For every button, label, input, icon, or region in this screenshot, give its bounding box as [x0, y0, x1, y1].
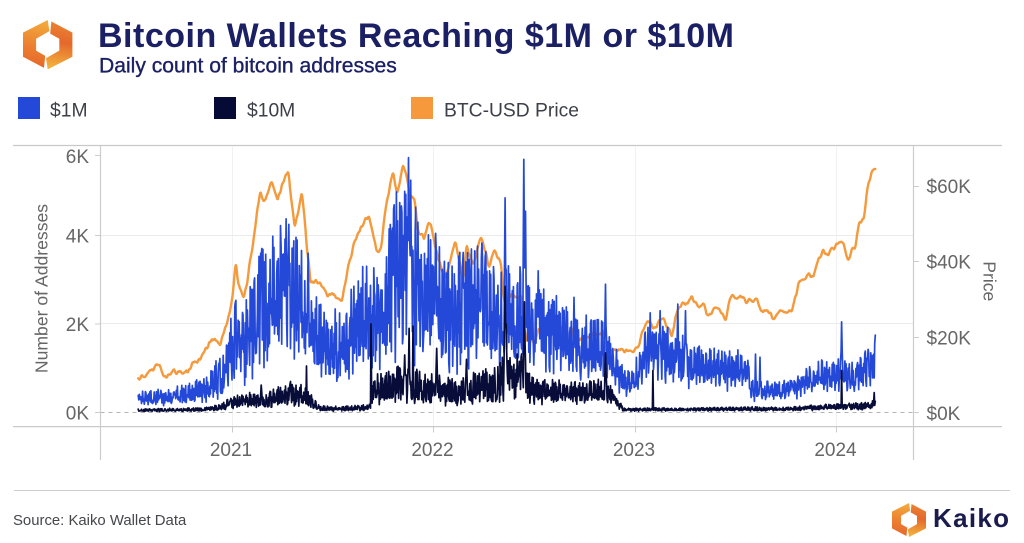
- svg-text:2024: 2024: [814, 440, 857, 461]
- svg-text:Kaiko: Kaiko: [933, 503, 1010, 533]
- svg-text:2023: 2023: [613, 440, 655, 461]
- svg-text:2022: 2022: [411, 440, 453, 461]
- svg-text:$60K: $60K: [927, 177, 972, 198]
- svg-text:$0K: $0K: [927, 404, 961, 425]
- svg-text:Daily count of bitcoin address: Daily count of bitcoin addresses: [99, 55, 397, 78]
- svg-text:Number of Addresses: Number of Addresses: [32, 204, 52, 373]
- svg-text:$20K: $20K: [927, 329, 972, 350]
- svg-text:Bitcoin Wallets Reaching $1M o: Bitcoin Wallets Reaching $1M or $10M: [98, 17, 734, 55]
- svg-text:Price: Price: [980, 261, 1000, 301]
- svg-text:6K: 6K: [66, 147, 90, 168]
- svg-text:$40K: $40K: [927, 253, 972, 274]
- svg-text:$10M: $10M: [247, 101, 295, 122]
- svg-text:BTC-USD Price: BTC-USD Price: [444, 101, 579, 122]
- svg-text:4K: 4K: [66, 227, 90, 248]
- svg-text:2K: 2K: [66, 315, 90, 336]
- svg-text:$1M: $1M: [50, 101, 88, 122]
- svg-text:Source: Kaiko Wallet Data: Source: Kaiko Wallet Data: [13, 513, 187, 529]
- svg-text:0K: 0K: [66, 404, 90, 425]
- svg-text:2021: 2021: [210, 440, 252, 461]
